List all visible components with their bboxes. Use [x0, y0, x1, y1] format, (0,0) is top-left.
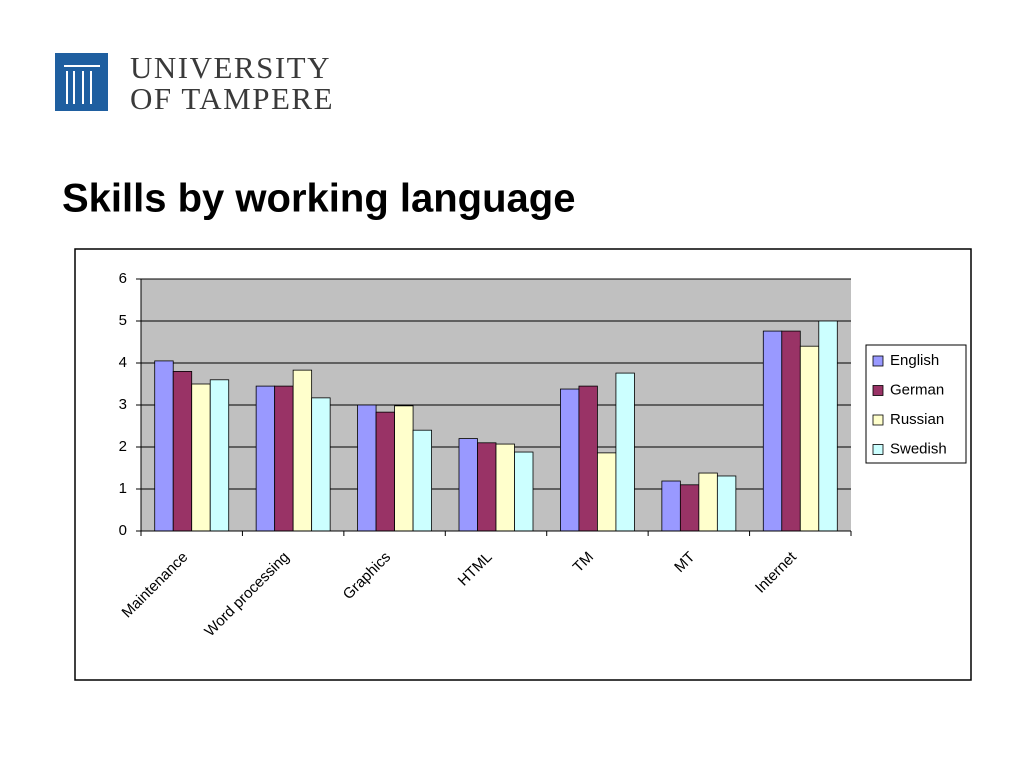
bar: [274, 385, 294, 532]
y-tick-label: 4: [119, 354, 127, 371]
legend-swatch: [872, 385, 884, 396]
logo-text: OF TAMPERE: [130, 81, 334, 116]
bar: [495, 443, 515, 532]
bar: [514, 451, 534, 532]
bar: [661, 480, 681, 532]
bar: [698, 472, 718, 532]
y-tick-label: 3: [119, 396, 127, 413]
bar: [375, 411, 395, 532]
legend-label: Russian: [890, 411, 944, 428]
bar: [781, 330, 801, 532]
bar: [412, 429, 432, 532]
legend-label: English: [890, 352, 939, 369]
logo-text: UNIVERSITY: [130, 50, 331, 85]
legend-swatch: [872, 355, 884, 367]
y-tick-label: 5: [119, 312, 127, 329]
bar: [716, 475, 737, 532]
bar: [255, 385, 276, 532]
y-tick-label: 0: [119, 522, 127, 539]
bar: [762, 330, 783, 532]
bar: [458, 438, 478, 532]
bar: [818, 320, 838, 532]
legend-label: German: [890, 381, 944, 398]
bar: [172, 370, 193, 532]
bar: [597, 452, 617, 532]
legend-swatch: [872, 414, 884, 426]
bar: [394, 405, 414, 532]
bar: [615, 372, 635, 532]
bar: [578, 385, 598, 532]
legend-label: Swedish: [890, 440, 947, 457]
y-tick-label: 2: [119, 438, 127, 455]
bar: [477, 442, 497, 532]
bar: [209, 379, 230, 532]
bar: [560, 388, 580, 532]
bar: [191, 383, 211, 532]
bar: [311, 397, 331, 532]
bar: [799, 345, 820, 532]
logo-icon: [55, 53, 108, 111]
bar: [679, 484, 700, 532]
slide-title: Skills by working language: [62, 177, 575, 221]
bar: [292, 369, 313, 532]
y-tick-label: 1: [119, 480, 127, 497]
legend-swatch: [872, 444, 884, 455]
y-tick-label: 6: [119, 270, 127, 287]
bar: [357, 404, 377, 532]
bar: [154, 360, 174, 532]
